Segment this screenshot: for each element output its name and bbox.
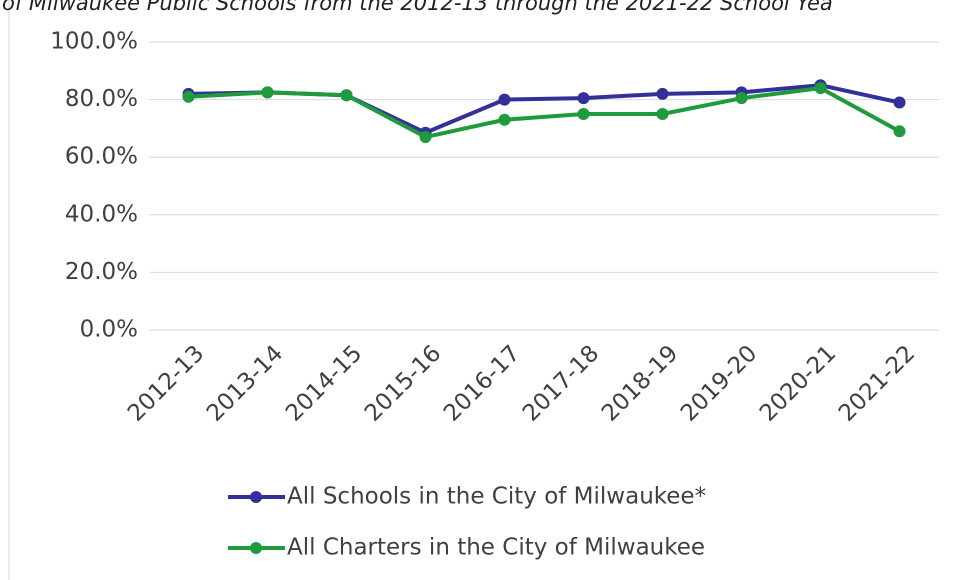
x-tick-label: 2012-13: [123, 340, 209, 426]
x-tick-label: 2021-22: [834, 340, 920, 426]
point: [419, 131, 432, 144]
x-tick-label: 2020-21: [755, 340, 841, 426]
point: [498, 113, 511, 126]
point: [735, 92, 748, 105]
series-line: [188, 86, 901, 140]
point: [182, 90, 195, 103]
y-tick-label: 60.0%: [65, 144, 138, 170]
y-tick-label: 20.0%: [65, 259, 138, 285]
x-tick-label: 2016-17: [439, 340, 525, 426]
legend-marker: [250, 491, 262, 503]
x-tick-label: 2017-18: [518, 340, 604, 426]
point: [261, 86, 274, 99]
x-tick-label: 2018-19: [597, 340, 683, 426]
point: [498, 93, 511, 106]
legend-marker: [250, 542, 262, 554]
point: [340, 89, 353, 102]
x-tick-label: 2014-15: [281, 340, 367, 426]
y-tick-label: 80.0%: [65, 86, 138, 112]
point: [577, 108, 590, 120]
legend-label: All Charters in the City of Milwaukee: [287, 535, 705, 561]
y-tick-label: 40.0%: [65, 201, 138, 227]
point: [577, 92, 590, 105]
point: [814, 82, 827, 95]
chart-title: of Milwaukee Public Schools from the 201…: [2, 0, 833, 15]
y-tick-label: 100.0%: [50, 29, 138, 55]
x-tick-label: 2013-14: [202, 340, 288, 426]
point: [893, 96, 906, 109]
legend-label: All Schools in the City of Milwaukee*: [287, 484, 706, 510]
x-tick-label: 2015-16: [360, 340, 446, 426]
point: [893, 125, 906, 138]
y-tick-label: 0.0%: [80, 317, 138, 343]
point: [656, 87, 669, 100]
point: [656, 108, 669, 120]
x-tick-label: 2019-20: [676, 340, 762, 426]
